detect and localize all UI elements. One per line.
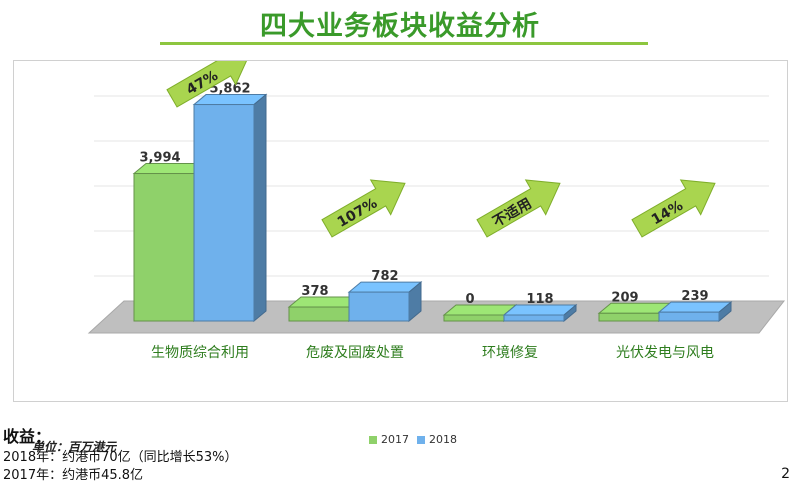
bar-2017-1	[288, 306, 350, 322]
value-label-2018-3: 239	[681, 289, 708, 304]
bar-2017-0	[133, 173, 195, 322]
bar-2018-1	[348, 291, 410, 322]
chart-frame: 3,994 5,862 生物质综合利用 47% 378 782 危废及固废处置 107% 0 11…	[13, 60, 788, 454]
bar-2017-2	[443, 314, 505, 322]
growth-arrow-shape-1	[321, 179, 406, 238]
legend-item-2017: 2017	[369, 433, 409, 446]
unit-label: 单位：百万港元	[32, 440, 117, 454]
value-label-2018-2: 118	[526, 292, 553, 307]
value-label-2017-2: 0	[465, 292, 474, 307]
value-label-2018-0: 5,862	[209, 82, 250, 97]
legend-label-2018: 2018	[429, 433, 457, 446]
notes-line-2017: 2017年：约港币45.8亿	[3, 468, 144, 483]
page-number: 2	[781, 466, 790, 482]
growth-arrow-shape-0	[166, 61, 251, 108]
category-label-1: 危废及固废处置	[306, 345, 404, 361]
legend-item-2018: 2018	[417, 433, 457, 446]
value-label-2018-1: 782	[371, 269, 398, 284]
notes-heading: 收益：	[3, 427, 52, 446]
growth-arrow-shape-2	[476, 179, 561, 238]
bar-2018-3	[658, 311, 720, 322]
title-underline	[160, 42, 648, 45]
page-title: 四大业务板块收益分析	[260, 11, 540, 42]
growth-arrow-3: 14%	[631, 179, 716, 238]
category-label-2: 环境修复	[482, 344, 538, 361]
legend-swatch-2018	[417, 435, 425, 444]
bar-2017-3	[598, 312, 660, 322]
chart-legend: 2017 2018	[369, 433, 457, 446]
growth-arrow-2: 不适用	[476, 179, 561, 238]
notes-line-2018: 2018年：约港币70亿（同比增长53%）	[3, 450, 238, 465]
growth-arrow-1: 107%	[321, 179, 406, 238]
bar-2018-0	[193, 104, 255, 322]
value-label-2017-3: 209	[611, 290, 638, 305]
bar-side-2018-0	[253, 93, 267, 323]
growth-arrow-shape-3	[631, 179, 716, 238]
category-label-0: 生物质综合利用	[151, 345, 249, 361]
legend-swatch-2017	[369, 435, 377, 444]
value-label-2017-0: 3,994	[139, 151, 180, 166]
category-label-3: 光伏发电与风电	[616, 345, 714, 361]
value-label-2017-1: 378	[301, 284, 328, 299]
legend-label-2017: 2017	[381, 433, 409, 446]
bar-2018-2	[503, 314, 565, 322]
